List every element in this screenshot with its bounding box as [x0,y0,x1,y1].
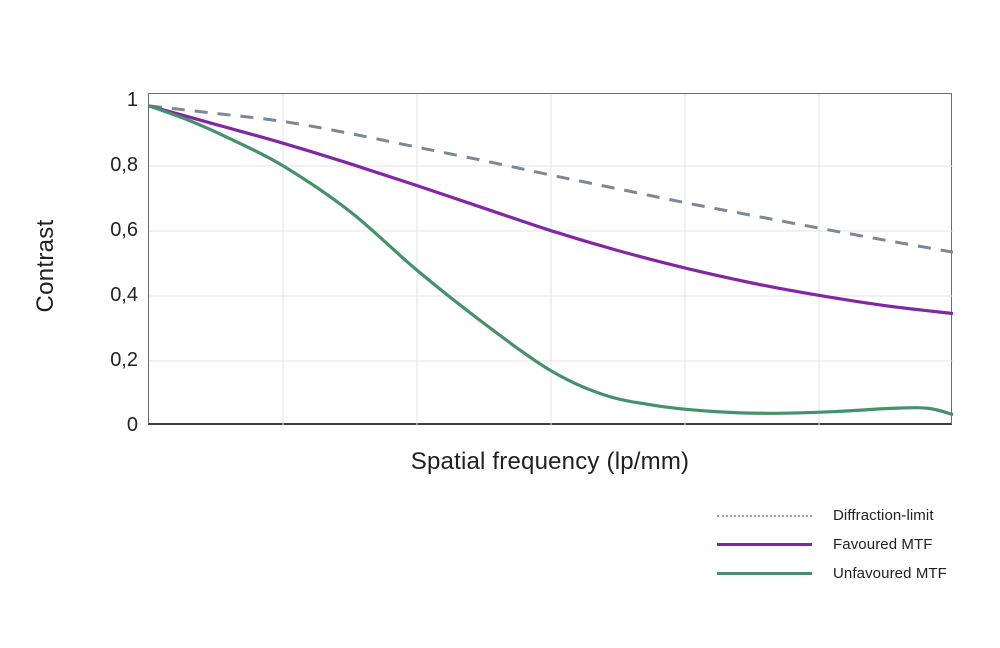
legend-label: Diffraction-limit [833,507,934,524]
legend-row-unfavoured-mtf: Unfavoured MTF [717,559,947,588]
unfavoured-mtf-curve [148,104,954,417]
unfavoured-mtf-legend-swatch-icon [717,572,812,575]
legend-label: Favoured MTF [833,536,933,553]
legend-label: Unfavoured MTF [833,565,947,582]
legend-row-favoured-mtf: Favoured MTF [717,530,947,559]
favoured-mtf-curve [148,104,954,316]
y-tick-label: 0,8 [110,154,138,176]
y-tick-label: 0 [126,414,138,436]
legend-row-diffraction-limit: Diffraction-limit [717,501,947,530]
y-tick-label: 0,6 [110,219,138,241]
y-tick-label: 0,2 [110,349,138,371]
y-axis-title: Contrast [32,219,59,313]
legend: Diffraction-limit Favoured MTF Unfavoured … [717,501,947,588]
favoured-mtf-legend-swatch-icon [717,543,812,546]
y-tick-label: 0,4 [110,284,138,306]
y-axis-tick-labels: 1 0,8 0,6 0,4 0,2 0 [70,89,138,436]
y-tick-label: 1 [126,89,138,111]
plot-area [148,93,954,426]
plot-svg [148,94,954,426]
diffraction-limit-legend-swatch-icon [717,514,812,517]
x-axis-title: Spatial frequency (lp/mm) [410,448,690,475]
